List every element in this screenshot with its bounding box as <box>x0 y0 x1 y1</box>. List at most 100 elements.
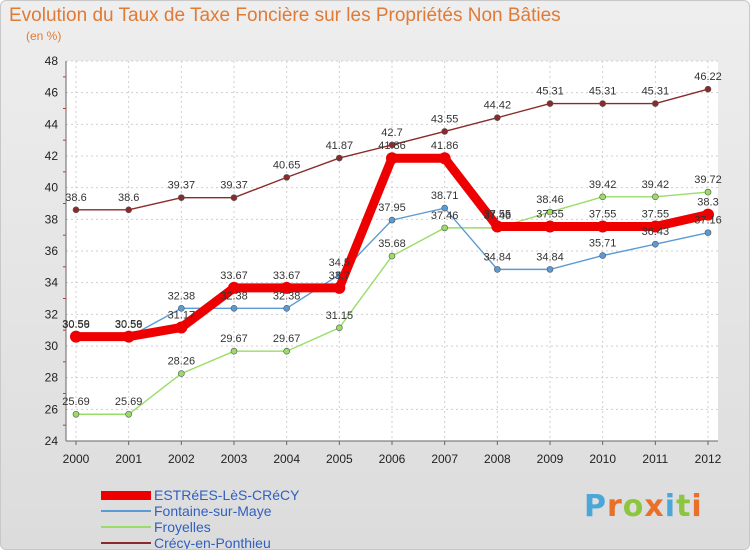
data-point <box>228 281 240 294</box>
data-label: 39.42 <box>642 179 670 191</box>
logo-letter: i <box>691 489 703 524</box>
x-tick-label: 2011 <box>642 452 668 466</box>
data-label: 35.71 <box>589 238 617 250</box>
data-point <box>599 193 606 201</box>
data-point <box>441 224 448 232</box>
data-point <box>230 194 238 201</box>
data-point <box>596 220 609 233</box>
data-label: 38.6 <box>118 192 139 204</box>
logo-letter: P <box>584 489 607 524</box>
x-tick-label: 2006 <box>379 452 406 466</box>
y-tick-label: 42 <box>45 149 59 163</box>
data-label: 39.72 <box>694 174 722 186</box>
legend-swatch <box>101 542 151 544</box>
data-label: 33.67 <box>220 270 248 282</box>
data-label: 29.67 <box>220 333 248 345</box>
data-point <box>125 410 132 418</box>
y-tick-label: 40 <box>45 181 59 195</box>
data-label: 28.26 <box>168 356 196 368</box>
data-label: 41.87 <box>326 140 354 152</box>
data-label: 33.7 <box>329 270 350 282</box>
data-point <box>388 252 396 260</box>
data-point <box>652 100 659 107</box>
x-tick-label: 2000 <box>63 452 90 466</box>
y-tick-label: 48 <box>45 54 59 68</box>
proxiti-logo: Proxiti <box>584 489 703 524</box>
data-point <box>704 85 712 93</box>
series-lines <box>70 85 714 418</box>
y-tick-label: 38 <box>45 212 59 226</box>
logo-letter: r <box>607 489 623 524</box>
y-tick-label: 26 <box>45 402 59 416</box>
data-label: 30.56 <box>62 319 90 331</box>
data-label: 31.15 <box>326 310 354 322</box>
legend-label: Fontaine-sur-Maye <box>154 503 272 519</box>
data-point <box>72 206 80 214</box>
data-label: 43.55 <box>431 113 459 125</box>
data-label: 40.65 <box>273 159 301 171</box>
data-point <box>388 141 396 149</box>
legend-swatch <box>101 526 151 528</box>
data-point <box>178 370 185 377</box>
data-label: 35.68 <box>378 238 406 250</box>
data-point <box>178 194 185 201</box>
x-tick-label: 2009 <box>537 452 564 466</box>
y-tick-label: 44 <box>45 117 59 131</box>
x-tick-label: 2004 <box>273 452 300 466</box>
data-point <box>491 220 504 233</box>
data-point <box>652 193 659 201</box>
data-point <box>704 188 712 196</box>
data-label: 36.43 <box>642 226 670 238</box>
legend-label: Froyelles <box>154 519 211 535</box>
legend-swatch <box>101 490 151 500</box>
data-label: 32.38 <box>168 290 196 302</box>
y-tick-label: 46 <box>45 86 59 100</box>
data-label: 38.71 <box>431 190 459 202</box>
axes: 24 26 28 30 32 34 36 38 40 42 44 46 48 2000 2001 2002 20… <box>45 54 722 466</box>
data-point <box>70 330 82 343</box>
data-label: 39.37 <box>220 180 248 192</box>
data-point <box>283 347 290 355</box>
legend-swatch <box>101 510 151 512</box>
data-label: 38.3 <box>697 197 718 209</box>
x-tick-label: 2008 <box>484 452 511 466</box>
data-point <box>336 154 343 162</box>
data-label: 42.7 <box>381 127 402 139</box>
legend-label: Crécy-en-Ponthieu <box>154 535 271 550</box>
data-label: 45.31 <box>536 86 564 98</box>
y-tick-label: 36 <box>45 244 59 258</box>
data-point <box>388 216 396 224</box>
data-label: 34.84 <box>536 251 564 263</box>
y-tick-label: 34 <box>45 276 59 290</box>
data-label: 33.67 <box>273 270 301 282</box>
data-label: 37.55 <box>642 208 670 220</box>
data-label: 34.84 <box>484 251 512 263</box>
logo-letter: x <box>644 489 665 524</box>
data-point <box>546 208 554 216</box>
data-label: 37.55 <box>484 208 512 220</box>
data-label: 38.6 <box>65 192 86 204</box>
x-tick-label: 2012 <box>695 452 722 466</box>
data-point <box>599 252 606 259</box>
data-point <box>230 305 238 312</box>
data-label: 32.38 <box>273 290 301 302</box>
data-label: 37.95 <box>378 202 406 214</box>
chart-title: Evolution du Taux de Taxe Foncière sur l… <box>9 5 561 26</box>
data-point <box>178 305 185 312</box>
data-label: 31.17 <box>168 309 196 321</box>
data-label: 37.55 <box>589 208 617 220</box>
logo-letter: i <box>664 489 677 524</box>
x-tick-label: 2003 <box>221 452 248 466</box>
data-point <box>175 321 188 334</box>
data-label: 30.56 <box>115 319 143 331</box>
data-label: 34.5 <box>329 257 350 269</box>
data-point <box>441 204 448 212</box>
data-point <box>441 128 448 135</box>
data-point <box>494 114 501 121</box>
data-point <box>125 206 132 214</box>
data-label: 30.59 <box>115 319 143 331</box>
data-point <box>283 174 290 181</box>
data-label: 45.31 <box>589 86 617 98</box>
